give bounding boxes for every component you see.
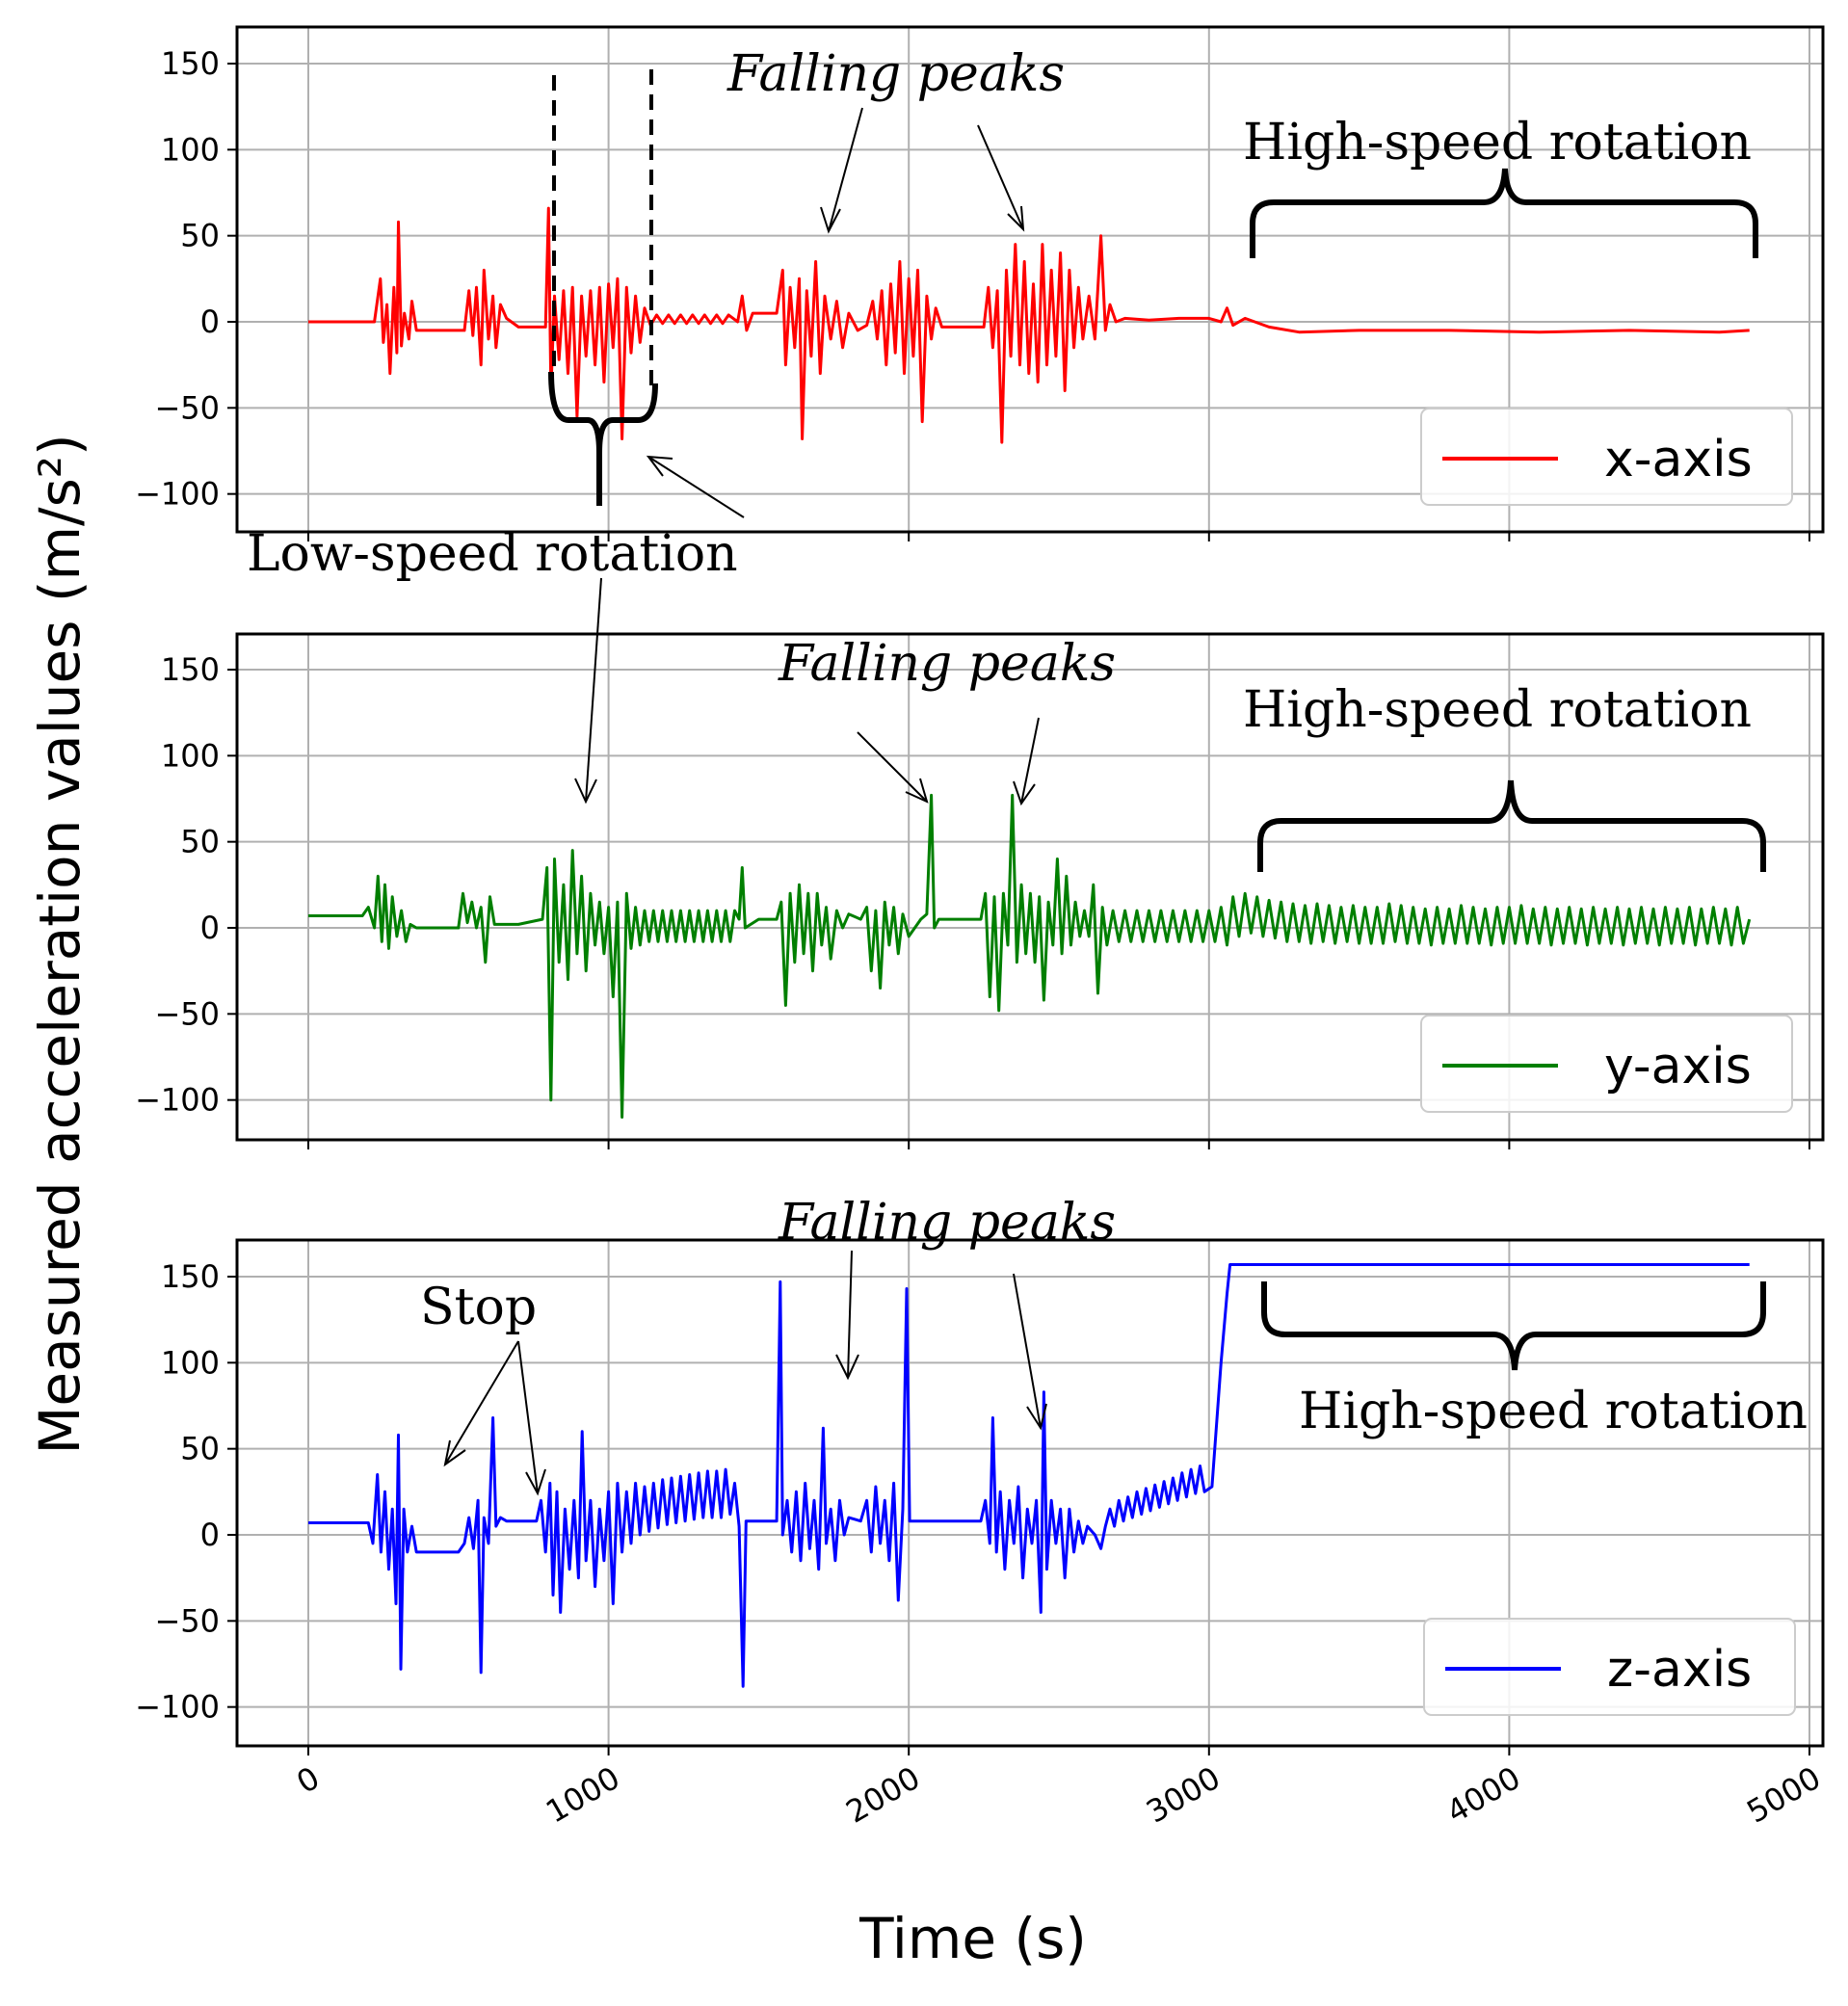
annotation-arrow (517, 1340, 539, 1494)
annotation-falling-peaks-1: Falling peaks (726, 45, 1065, 103)
legend-box (1420, 408, 1793, 506)
y-tick-label: 150 (161, 45, 220, 82)
x-tick-label: 2000 (840, 1759, 927, 1831)
annotation-arrow (444, 1340, 519, 1465)
legend-label: y-axis (1604, 1038, 1752, 1095)
series-line-z-axis (308, 1263, 1750, 1688)
annotation-arrow (585, 577, 602, 803)
annotation-stop: Stop (420, 1279, 537, 1336)
annotation-arrowhead (820, 206, 841, 234)
legend-label: z-axis (1607, 1641, 1752, 1699)
annotation-arrowhead (574, 778, 597, 805)
annotation-arrowhead (905, 778, 929, 804)
high-speed-brace-3 (1261, 1281, 1766, 1371)
y-tick-label: 0 (200, 304, 220, 340)
y-tick-label: −100 (135, 476, 220, 513)
annotation-falling-peaks-2: Falling peaks (778, 635, 1116, 693)
annotation-arrow (857, 731, 928, 803)
plot-frame (235, 632, 1825, 1142)
y-tick-label: 150 (161, 1258, 220, 1295)
y-tick-label: 50 (180, 218, 220, 254)
annotation-arrow (1020, 717, 1040, 805)
x-tick-labels: 0 1000 2000 3000 4000 5000 (290, 1759, 1827, 1831)
annotations: Falling peaks High-speed rotation Low-sp… (247, 45, 1808, 1496)
series-line-y-axis (308, 793, 1752, 1119)
y-tick-label: 150 (161, 651, 220, 688)
y-axis-label: Measured acceleration values (m/s²) (27, 434, 92, 1454)
y-tick-label: −50 (154, 995, 220, 1032)
y-tick-label: −50 (154, 389, 220, 426)
y-tick-label: 0 (200, 1517, 220, 1553)
annotation-arrow (647, 456, 745, 518)
x-tick-label: 4000 (1440, 1759, 1527, 1831)
series-line-x-axis (308, 206, 1750, 444)
annotation-high-speed-rotation-3: High-speed rotation (1299, 1383, 1808, 1440)
annotation-arrow (847, 1250, 853, 1379)
x-tick-label: 1000 (540, 1759, 626, 1831)
legend-z-axis: z-axis (1423, 1618, 1796, 1716)
legend-x-axis: x-axis (1420, 408, 1793, 506)
x-axis-label: Time (s) (858, 1906, 1087, 1971)
annotation-arrowhead (1007, 205, 1025, 232)
annotation-arrow (828, 107, 863, 232)
y-tick-label: −50 (154, 1602, 220, 1639)
legend-box (1423, 1618, 1796, 1716)
annotation-low-speed-rotation: Low-speed rotation (247, 525, 738, 583)
high-speed-brace-2 (1257, 779, 1766, 872)
annotation-arrowhead (443, 1439, 466, 1467)
annotation-arrow (1013, 1273, 1042, 1429)
y-tick-label: 50 (180, 1431, 220, 1467)
annotation-arrowhead (525, 1468, 546, 1496)
legend-label: x-axis (1604, 431, 1753, 488)
annotation-high-speed-rotation-1: High-speed rotation (1243, 114, 1752, 172)
y-tick-label: −100 (135, 1082, 220, 1119)
panel-y: 150 100 50 0 −50 −100 y-axis (135, 632, 1825, 1149)
y-tick-label: 100 (161, 1344, 220, 1381)
y-tick-label: 50 (180, 824, 220, 860)
annotation-arrowhead (1026, 1403, 1047, 1431)
annotation-arrow (977, 124, 1024, 230)
annotation-arrowhead (1013, 780, 1036, 806)
y-tick-label: 0 (200, 910, 220, 946)
panel-x: 150 100 50 0 −50 −100 x-axis (135, 25, 1825, 541)
panel-z: 150 100 50 0 −50 −100 z-axis (135, 1238, 1825, 1755)
plot-frame (235, 25, 1825, 534)
annotation-high-speed-rotation-2: High-speed rotation (1243, 681, 1752, 739)
annotation-arrowhead (646, 455, 673, 477)
high-speed-brace-1 (1250, 168, 1758, 258)
low-speed-brace (548, 371, 658, 506)
y-tick-label: 100 (161, 737, 220, 774)
x-tick-label: 5000 (1740, 1759, 1827, 1831)
annotation-falling-peaks-3: Falling peaks (778, 1194, 1116, 1252)
y-tick-label: 100 (161, 131, 220, 168)
x-tick-label: 3000 (1140, 1759, 1227, 1831)
annotation-arrowhead (835, 1354, 859, 1381)
legend-box (1420, 1015, 1793, 1113)
x-tick-label: 0 (290, 1759, 326, 1801)
y-tick-label: −100 (135, 1689, 220, 1726)
plot-frame (235, 1238, 1825, 1748)
legend-y-axis: y-axis (1420, 1015, 1793, 1113)
